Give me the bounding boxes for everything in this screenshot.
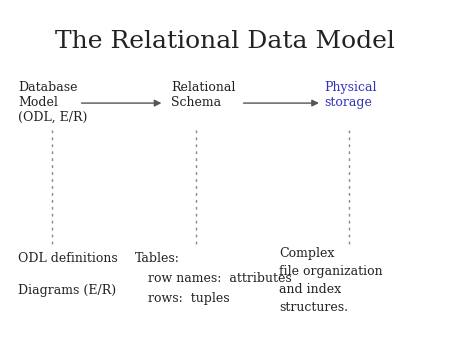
- Text: The Relational Data Model: The Relational Data Model: [55, 30, 395, 53]
- Text: Physical
storage: Physical storage: [324, 81, 377, 109]
- Text: Relational
Schema: Relational Schema: [171, 81, 235, 109]
- Text: row names:  attributes: row names: attributes: [148, 272, 292, 285]
- Text: Complex
file organization
and index
structures.: Complex file organization and index stru…: [279, 247, 382, 314]
- Text: Database
Model
(ODL, E/R): Database Model (ODL, E/R): [18, 81, 87, 124]
- Text: Diagrams (E/R): Diagrams (E/R): [18, 284, 116, 297]
- Text: ODL definitions: ODL definitions: [18, 252, 118, 265]
- Text: Tables:: Tables:: [135, 252, 180, 265]
- Text: rows:  tuples: rows: tuples: [148, 292, 230, 305]
